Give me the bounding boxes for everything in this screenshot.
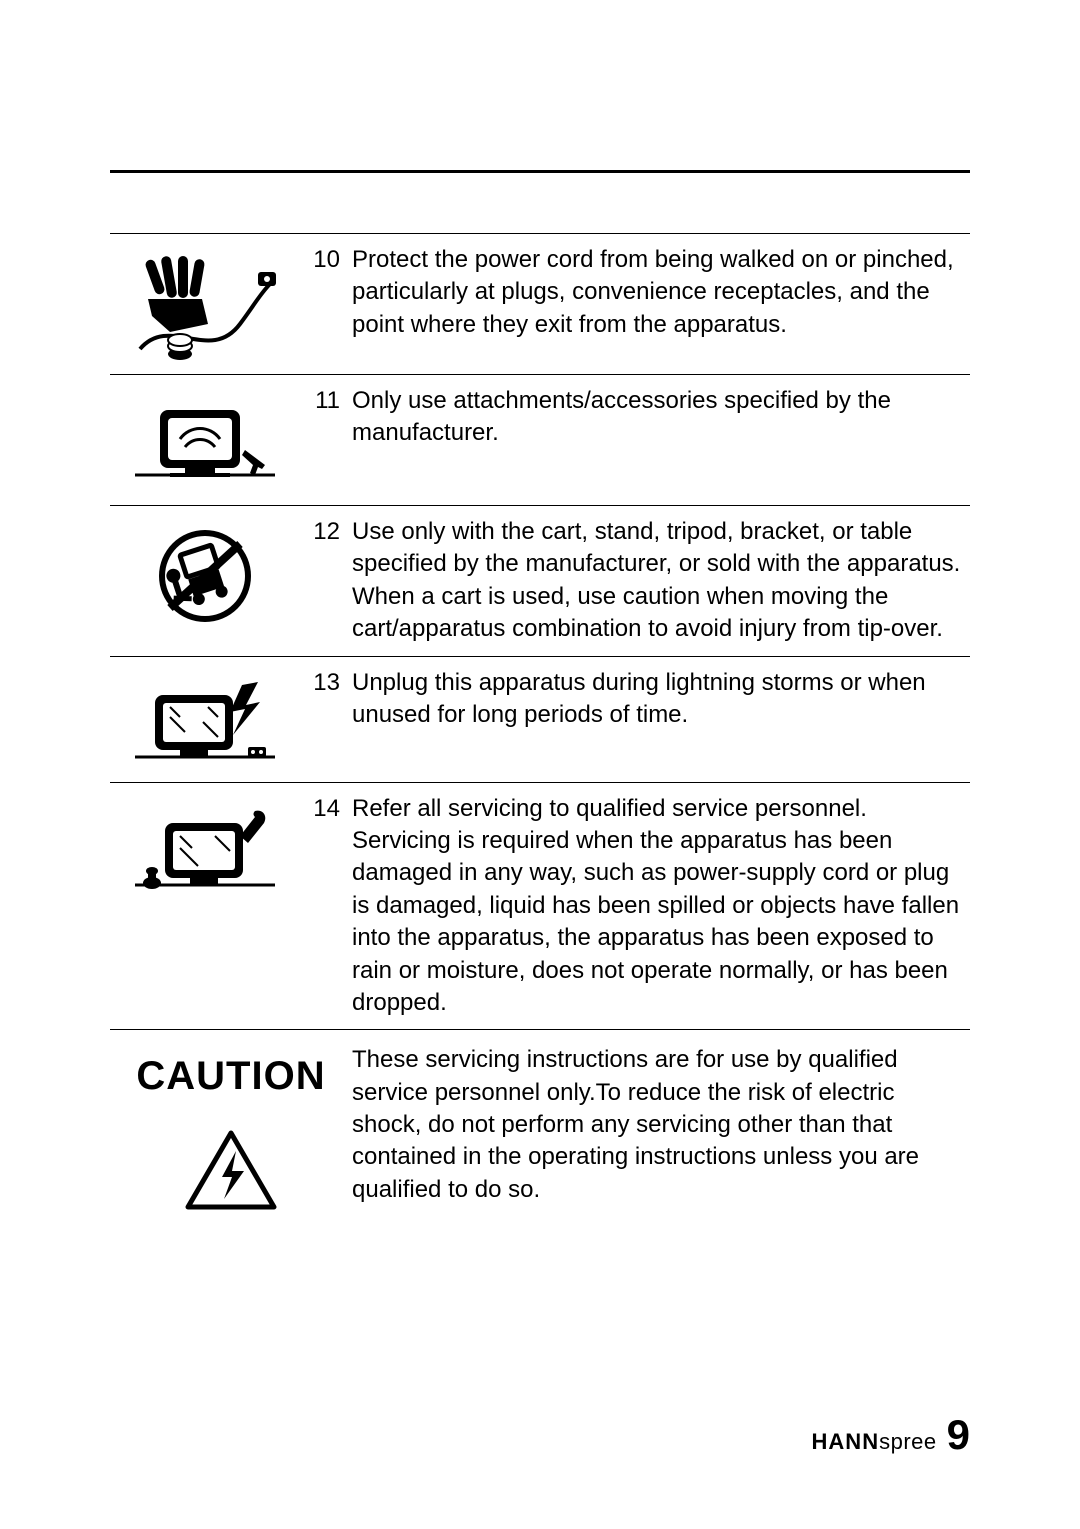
icon-cell bbox=[110, 244, 310, 364]
brand-bold: HANN bbox=[812, 1429, 880, 1454]
caution-row: CAUTION These servicing instructions are… bbox=[110, 1030, 970, 1224]
item-number: 12 bbox=[310, 516, 352, 646]
item-text: Use only with the cart, stand, tripod, b… bbox=[352, 516, 970, 646]
item-number: 13 bbox=[310, 667, 352, 772]
caution-left: CAUTION bbox=[110, 1040, 352, 1214]
item-text: Only use attachments/accessories specifi… bbox=[352, 385, 970, 495]
caution-text: These servicing instructions are for use… bbox=[352, 1040, 970, 1214]
instruction-row: 13 Unplug this apparatus during lightnin… bbox=[110, 657, 970, 783]
shock-triangle-icon bbox=[184, 1129, 279, 1214]
item-text: Refer all servicing to qualified service… bbox=[352, 793, 970, 1020]
icon-cell bbox=[110, 516, 310, 646]
top-rule bbox=[110, 170, 970, 173]
icon-cell bbox=[110, 667, 310, 772]
tv-accessory-icon bbox=[130, 395, 280, 495]
tv-lightning-icon bbox=[130, 677, 280, 772]
instruction-row: 12 Use only with the cart, stand, tripod… bbox=[110, 506, 970, 657]
cart-tipover-icon bbox=[150, 526, 260, 626]
item-number: 11 bbox=[310, 385, 352, 495]
icon-cell bbox=[110, 793, 310, 1020]
item-number: 10 bbox=[310, 244, 352, 364]
cord-step-icon bbox=[130, 254, 280, 364]
item-number: 14 bbox=[310, 793, 352, 1020]
instruction-row: 14 Refer all servicing to qualified serv… bbox=[110, 783, 970, 1031]
item-text: Unplug this apparatus during lightning s… bbox=[352, 667, 970, 772]
brand-light: spree bbox=[879, 1429, 937, 1454]
page-number: 9 bbox=[947, 1411, 970, 1459]
brand-logo: HANNspree bbox=[812, 1429, 937, 1455]
page: 10 Protect the power cord from being wal… bbox=[0, 0, 1080, 1529]
tv-service-icon bbox=[130, 803, 280, 903]
item-text: Protect the power cord from being walked… bbox=[352, 244, 970, 364]
instruction-row: 10 Protect the power cord from being wal… bbox=[110, 233, 970, 375]
caution-heading: CAUTION bbox=[136, 1054, 325, 1099]
icon-cell bbox=[110, 385, 310, 495]
instruction-row: 11 Only use attachments/accessories spec… bbox=[110, 375, 970, 506]
page-footer: HANNspree 9 bbox=[812, 1411, 970, 1459]
